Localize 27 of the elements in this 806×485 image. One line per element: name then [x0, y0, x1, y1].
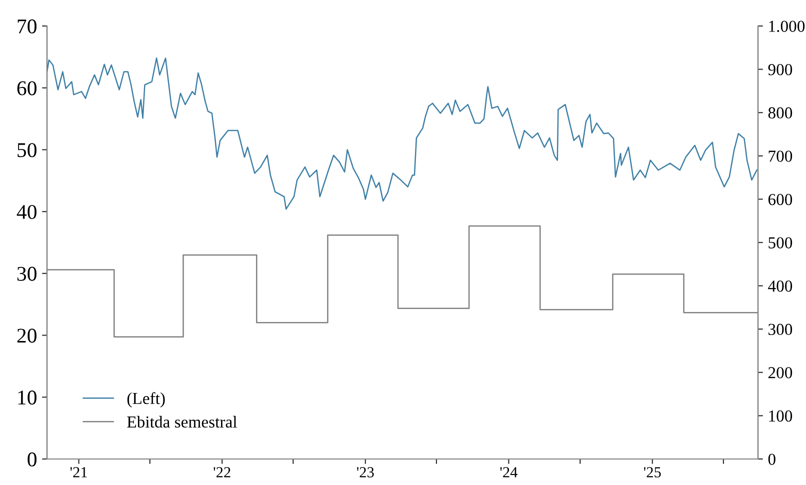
line-series: [47, 58, 758, 210]
y-tick-label: 50: [18, 143, 36, 158]
y-tick-label: 60: [17, 81, 36, 96]
y-tick-label: 30: [17, 266, 36, 281]
legend-label: (Left): [127, 392, 165, 408]
x-tick-label: '25: [644, 467, 661, 478]
y2-tick-label: 300: [768, 324, 792, 336]
y2-tick-label: 400: [768, 280, 792, 292]
x-tick-label: '23: [357, 467, 374, 478]
y2-tick-label: 900: [768, 64, 792, 76]
y-tick-label: 0: [28, 452, 36, 466]
y2-tick-label: 1.000: [769, 20, 805, 32]
y-tick-label: 70: [18, 19, 36, 34]
y-tick-label: 40: [16, 204, 36, 220]
y2-tick-label: 800: [768, 107, 792, 119]
x-tick-label: '22: [214, 467, 230, 478]
x-tick-label: '21: [70, 467, 87, 478]
y-tick-label: 20: [17, 328, 36, 343]
y2-tick-label: 200: [768, 367, 792, 378]
legend-label: Ebitda semestral: [127, 416, 237, 428]
y2-tick-label: 0: [768, 454, 776, 465]
y2-tick-label: 600: [768, 194, 792, 206]
x-tick-label: '24: [500, 467, 518, 478]
y2-tick-label: 700: [768, 150, 792, 162]
y-tick-label: 10: [18, 390, 36, 405]
y2-tick-label: 100: [769, 410, 792, 422]
y2-tick-label: 500: [768, 237, 792, 248]
